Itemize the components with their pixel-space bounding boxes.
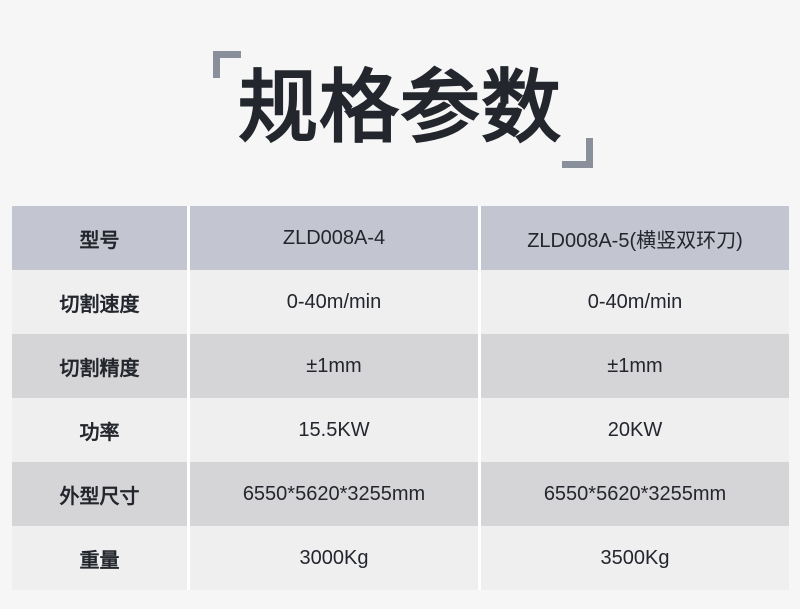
cell-weight-a4: 3000Kg <box>190 526 478 590</box>
table-header-row: 型号 ZLD008A-4 ZLD008A-5(横竖双环刀) <box>12 206 789 270</box>
table-row-cutting-precision: 切割精度 ±1mm ±1mm <box>12 334 789 398</box>
table-row-cutting-speed: 切割速度 0-40m/min 0-40m/min <box>12 270 789 334</box>
row-label-dimensions: 外型尺寸 <box>12 462 187 526</box>
row-label-weight: 重量 <box>12 526 187 590</box>
table-row-weight: 重量 3000Kg 3500Kg <box>12 526 789 590</box>
cell-cutting-speed-a4: 0-40m/min <box>190 270 478 334</box>
row-label-cutting-precision: 切割精度 <box>12 334 187 398</box>
corner-bracket-top-left-icon <box>213 51 241 78</box>
spec-table: 型号 ZLD008A-4 ZLD008A-5(横竖双环刀) 切割速度 0-40m… <box>12 206 789 590</box>
corner-bracket-bottom-right-icon <box>562 138 593 168</box>
table-row-power: 功率 15.5KW 20KW <box>12 398 789 462</box>
cell-cutting-precision-a5: ±1mm <box>481 334 789 398</box>
header-cell-model-label: 型号 <box>12 206 187 270</box>
cell-cutting-precision-a4: ±1mm <box>190 334 478 398</box>
page-title: 规格参数 <box>238 63 562 152</box>
row-label-cutting-speed: 切割速度 <box>12 270 187 334</box>
cell-dimensions-a5: 6550*5620*3255mm <box>481 462 789 526</box>
header-cell-model-a4: ZLD008A-4 <box>190 206 478 270</box>
cell-weight-a5: 3500Kg <box>481 526 789 590</box>
cell-cutting-speed-a5: 0-40m/min <box>481 270 789 334</box>
cell-dimensions-a4: 6550*5620*3255mm <box>190 462 478 526</box>
cell-power-a4: 15.5KW <box>190 398 478 462</box>
table-row-dimensions: 外型尺寸 6550*5620*3255mm 6550*5620*3255mm <box>12 462 789 526</box>
cell-power-a5: 20KW <box>481 398 789 462</box>
row-label-power: 功率 <box>12 398 187 462</box>
header-cell-model-a5: ZLD008A-5(横竖双环刀) <box>481 206 789 270</box>
